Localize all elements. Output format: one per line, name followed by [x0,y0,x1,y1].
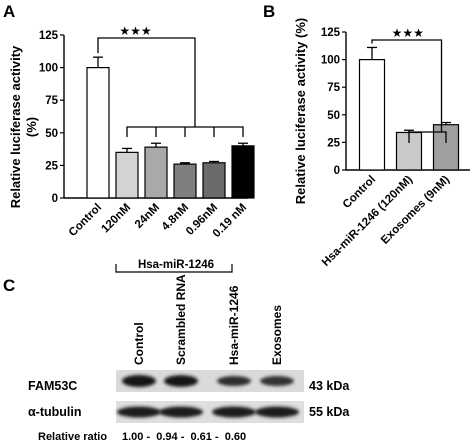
chart-b-ylabel: Relative luciferase activity (%) [293,18,308,204]
chart-a-ytick-label: 75 [45,95,58,107]
panel-letter-a: A [3,2,15,21]
blot-lane-label: Hsa-miR-1246 [227,285,241,365]
chart-a-bar [173,163,197,199]
chart-b-ytick-label: 0 [334,165,340,177]
blot-band-fam53c [217,375,251,387]
blot-band-tubulin [212,406,256,418]
chart-a-bar [202,162,226,199]
blot-tubulin-background [116,401,304,423]
relative-ratio-values: 1.00 - 0.94 - 0.61 - 0.60 [122,431,246,443]
chart-b-ytick-label: 75 [327,82,340,94]
chart-b-sig-bracket [371,39,443,132]
chart-a-ylabel-line1: Relative luciferase activity [8,45,23,208]
blot-row-label-fam53c: FAM53C [28,379,77,393]
chart-a-group-bracket [115,264,233,273]
chart-b-ytick-label: 50 [327,110,340,122]
chart-a: Relative luciferase activity (%) 0 25 50 75… [8,24,255,273]
chart-b-xtick-label: Control [341,174,378,211]
chart-a-ytick-label: 100 [39,63,58,75]
chart-a-ytick-label: 25 [45,160,58,172]
chart-a-bar [144,146,168,199]
chart-a-ytick-label: 50 [45,128,58,140]
blot-lane-label: Scrambled RNA [174,274,188,365]
blot-band-tubulin [255,406,299,418]
chart-b-bar [358,58,386,171]
blot-band-tubulin [117,406,161,418]
blot-band-fam53c [260,376,294,386]
blot-row-label-tubulin: α-tubulin [28,405,82,419]
chart-b-xtick-label: Exosomes (9nM) [379,174,452,247]
panel-letter-b: B [263,2,275,21]
blot-lane-label: Control [132,322,146,365]
chart-b-ytick-label: 100 [321,55,340,67]
chart-a-ytick-label: 125 [39,30,59,42]
chart-a-bar [115,151,139,199]
panel-letter-c: C [3,276,15,295]
blot-lane-label: Exosomes [270,305,284,365]
blot-size-fam53c: 43 kDa [309,379,350,393]
relative-ratio-label: Relative ratio [38,431,107,443]
chart-b-ytick-label: 25 [327,137,340,149]
blot-band-fam53c [122,375,156,387]
western-blot: Control Scrambled RNA Hsa-miR-1246 Exosomes… [28,274,350,443]
chart-a-xtick-label: 24nM [133,202,162,231]
chart-a-ylabel-line2: (%) [24,117,39,137]
chart-a-xtick-label: Control [67,202,104,239]
blot-band-tubulin [159,406,203,418]
chart-b: Relative luciferase activity (%) 0 25 50 75… [293,18,470,269]
chart-a-bar [86,66,110,199]
chart-a-sig-bracket [97,37,196,127]
chart-a-xtick-label: 120nM [99,202,133,236]
chart-a-ytick-label: 0 [52,193,58,205]
chart-a-bar [231,145,255,199]
blot-size-tubulin: 55 kDa [309,405,350,419]
chart-b-group-bracket [408,131,447,143]
blot-band-fam53c [164,375,198,387]
chart-a-significance-stars: ★★★ [119,24,151,38]
chart-b-significance-stars: ★★★ [392,26,424,40]
chart-b-ytick-label: 125 [321,27,341,39]
chart-a-group-label: Hsa-miR-1246 [138,259,214,271]
blot-fam53c-background [116,370,304,392]
